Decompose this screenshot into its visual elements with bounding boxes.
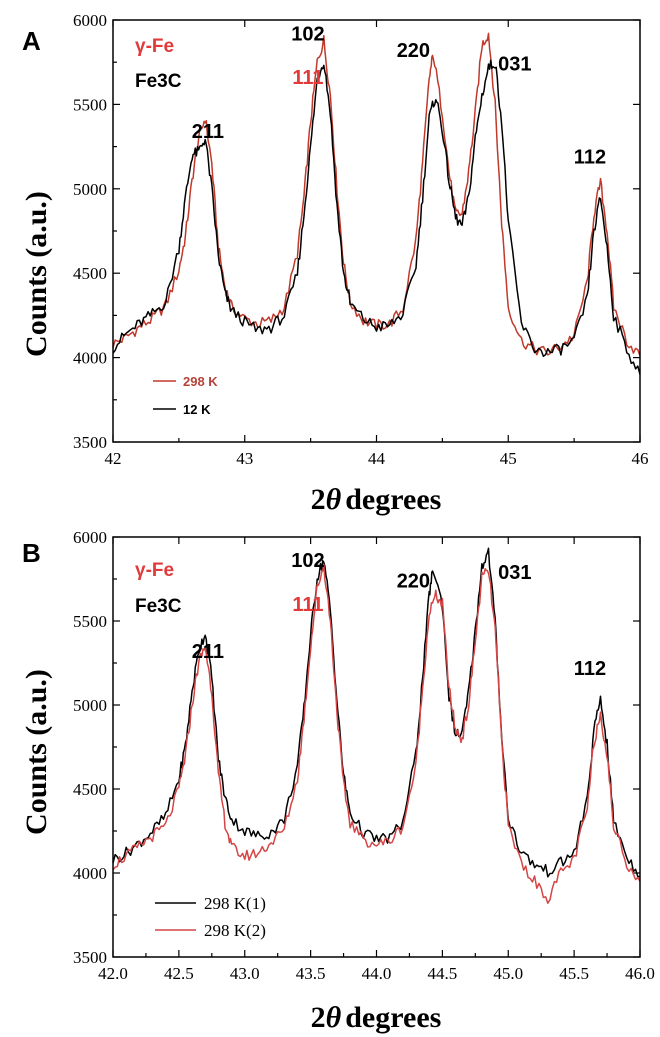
peak-label-211: 211: [192, 641, 224, 663]
peak-label-112: 112: [574, 658, 606, 680]
y-tick-label: 4500: [73, 264, 107, 283]
peak-label-102: 102: [291, 23, 324, 45]
panel-b-axes-frame: [112, 536, 641, 958]
x-tick-label: 43.0: [230, 964, 260, 983]
x-tick-label: 45: [500, 449, 517, 468]
peak-label-111: 111: [292, 67, 323, 89]
panel-a-plot-area: [112, 19, 641, 443]
y-tick-label: 5000: [73, 696, 107, 715]
peak-label-031: 031: [498, 54, 531, 76]
legend-label: 298 K(2): [204, 921, 266, 940]
x-tick-label: 46: [632, 449, 649, 468]
panel-a-y-axis-title: Counts (a.u.): [20, 191, 53, 357]
series-line-298-k-1-: [112, 547, 641, 878]
y-tick-label: 5500: [73, 95, 107, 114]
x-tick-label: 45.0: [493, 964, 523, 983]
y-tick-label: 6000: [73, 528, 107, 547]
series-line-298-k-2-: [112, 563, 641, 904]
panel-b-peak-labels: 211 102 111 220 031 112: [192, 550, 606, 680]
peak-label-112: 112: [574, 146, 606, 168]
panel-a: A Counts (a.u.) 3500 4000 4500 5000 5500 6000…: [20, 11, 649, 516]
panel-a-x-ticks: 42 43 44 45 46: [105, 20, 649, 468]
panel-a-axes-frame: [112, 19, 641, 443]
y-tick-label: 5000: [73, 180, 107, 199]
panel-b-plot-area: [112, 536, 641, 958]
panel-b-x-axis-title: 2θ degrees: [311, 1001, 442, 1034]
panel-a-phase-gamma-fe: γ-Fe: [135, 36, 174, 57]
peak-label-211: 211: [192, 121, 224, 143]
x-tick-label: 46.0: [625, 964, 655, 983]
peak-label-031: 031: [498, 562, 531, 584]
panel-b-phase-fe3c: Fe3C: [135, 596, 182, 617]
x-tick-label: 44.5: [428, 964, 458, 983]
panel-b-y-ticks: 3500 4000 4500 5000 5500 6000: [73, 528, 640, 967]
x-tick-label: 42.0: [98, 964, 128, 983]
panel-b-legend: 298 K(1) 298 K(2): [155, 894, 266, 940]
x-tick-label: 45.5: [559, 964, 589, 983]
y-tick-label: 4500: [73, 780, 107, 799]
series-line-298-k: [112, 32, 641, 357]
x-tick-label: 42: [105, 449, 122, 468]
y-tick-label: 4000: [73, 349, 107, 368]
peak-label-220: 220: [397, 570, 430, 592]
peak-label-111: 111: [292, 594, 323, 616]
panel-b-letter: B: [22, 538, 41, 568]
y-tick-label: 3500: [73, 948, 107, 967]
legend-label: 298 K(1): [204, 894, 266, 913]
panel-b-x-ticks: 42.0 42.5 43.0 43.5 44.0 44.5 45.0 45.5 46.0: [98, 537, 655, 983]
panel-b-y-axis-title: Counts (a.u.): [20, 669, 53, 835]
y-tick-label: 3500: [73, 433, 107, 452]
panel-a-letter: A: [22, 26, 41, 56]
panel-b: B Counts (a.u.) 3500 4000 4500 5000 5500 6000…: [20, 528, 655, 1034]
panel-a-legend: 298 K 12 K: [153, 374, 218, 417]
panel-a-y-ticks: 3500 4000 4500 5000 5500 6000: [73, 11, 640, 452]
x-tick-label: 44: [368, 449, 386, 468]
x-tick-label: 44.0: [362, 964, 392, 983]
panel-a-x-axis-title: 2θ degrees: [311, 483, 442, 516]
peak-label-220: 220: [397, 40, 430, 62]
panel-a-phase-fe3c: Fe3C: [135, 71, 182, 92]
y-tick-label: 4000: [73, 864, 107, 883]
x-tick-label: 42.5: [164, 964, 194, 983]
x-tick-label: 43.5: [296, 964, 326, 983]
x-tick-label: 43: [236, 449, 253, 468]
panel-b-phase-gamma-fe: γ-Fe: [135, 560, 174, 581]
legend-label: 298 K: [183, 374, 218, 389]
y-tick-label: 5500: [73, 612, 107, 631]
y-tick-label: 6000: [73, 11, 107, 30]
series-line-12-k: [112, 59, 641, 375]
peak-label-102: 102: [291, 550, 324, 572]
panel-a-peak-labels: 211 102 111 220 031 112: [192, 23, 606, 168]
legend-label: 12 K: [183, 402, 211, 417]
